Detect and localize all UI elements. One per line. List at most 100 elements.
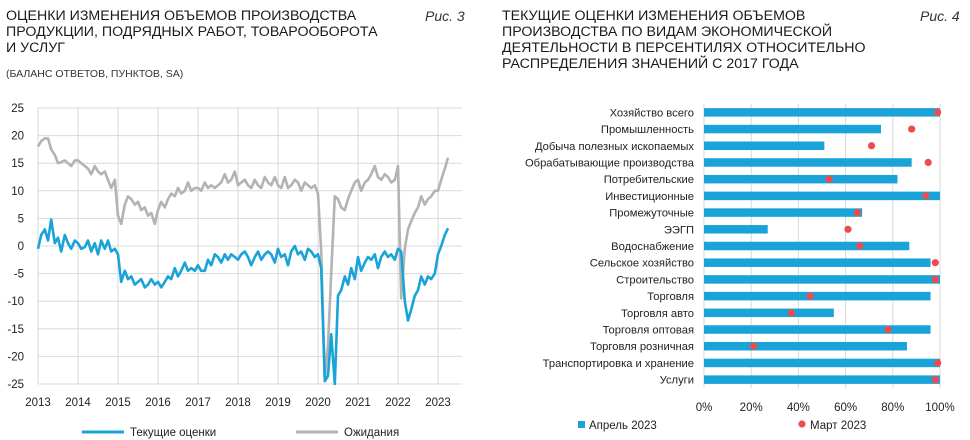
bar — [704, 341, 907, 351]
right-title-line: ТЕКУЩИЕ ОЦЕНКИ ИЗМЕНЕНИЯ ОБЪЕМОВ — [502, 8, 806, 24]
left-title-line: ПРОДУКЦИИ, ПОДРЯДНЫХ РАБОТ, ТОВАРООБОРОТ… — [6, 24, 378, 40]
x-tick-label: 80% — [881, 402, 904, 414]
x-tick-label: 0% — [696, 402, 713, 414]
y-tick-label: 20 — [11, 131, 24, 143]
dot-marker — [934, 359, 942, 367]
dot-marker — [931, 275, 939, 284]
category-label: Промышленность — [601, 124, 694, 136]
x-tick-label: 2021 — [345, 397, 371, 409]
right-title-line: ДЕЯТЕЛЬНОСТИ В ПЕРСЕНТИЛЯХ ОТНОСИТЕЛЬНО — [502, 40, 866, 56]
right-figure-label: Рис. 4 — [920, 8, 960, 24]
dot-marker — [853, 208, 861, 217]
dot-marker — [787, 309, 795, 317]
y-tick-label: -5 — [14, 269, 24, 281]
left-title-line: И УСЛУГ — [6, 40, 65, 56]
left-chart-subtitle: (БАЛАНС ОТВЕТОВ, ПУНКТОВ, SA) — [6, 68, 184, 80]
category-label: Транспортировка и хранение — [543, 358, 694, 370]
y-tick-label: 25 — [11, 103, 24, 115]
x-tick-label: 2015 — [105, 397, 131, 409]
bar-chart: 0% 20% 40% 60% 80% 100% Хозяйство всего Промышл… — [525, 104, 955, 432]
x-tick-label: 100% — [925, 402, 954, 414]
dot-marker — [844, 225, 852, 233]
dot-marker — [934, 108, 942, 116]
bar — [704, 275, 940, 284]
category-label: Промежуточные — [609, 208, 694, 220]
category-label: Торговля авто — [621, 308, 694, 320]
category-label: Строительство — [616, 274, 694, 286]
bar — [704, 191, 940, 201]
dot-marker — [806, 292, 814, 300]
bar — [704, 358, 940, 368]
category-label: Услуги — [660, 375, 694, 387]
legend-label: Текущие оценки — [130, 427, 216, 439]
y-tick-label: 15 — [11, 158, 24, 170]
dot-marker — [884, 325, 892, 334]
y-tick-label: -25 — [7, 379, 24, 391]
y-tick-label: 5 — [18, 213, 24, 225]
bar — [704, 241, 910, 251]
category-label: Торговля — [647, 291, 694, 303]
dot-marker — [867, 142, 876, 150]
x-tick-label: 2020 — [305, 397, 331, 409]
category-label: Инвестиционные — [605, 191, 694, 203]
x-tick-label: 2016 — [145, 397, 171, 409]
bar — [704, 258, 931, 267]
bar — [704, 208, 863, 217]
legend-label: Ожидания — [344, 427, 399, 439]
bar — [704, 375, 940, 384]
legend-swatch — [578, 421, 585, 428]
bar — [704, 225, 768, 234]
series-line — [36, 218, 450, 386]
dot-marker — [749, 342, 758, 350]
category-label: Хозяйство всего — [610, 107, 694, 119]
legend-swatch — [798, 420, 806, 428]
x-tick-label: 2023 — [425, 397, 451, 409]
category-label: Обрабатывающие производства — [525, 157, 695, 169]
bar — [704, 158, 912, 167]
y-tick-label: -20 — [7, 351, 24, 363]
x-tick-label: 60% — [834, 402, 857, 414]
category-label: Потребительские — [604, 174, 694, 186]
left-chart-title: ОЦЕНКИ ИЗМЕНЕНИЯ ОБЪЕМОВ ПРОИЗВОДСТВА ПР… — [6, 8, 378, 56]
category-label: Торговля розничная — [590, 341, 694, 353]
y-tick-label: -10 — [7, 296, 24, 308]
series-line — [36, 137, 450, 380]
dot-marker — [908, 125, 916, 133]
x-tick-label: 2017 — [185, 397, 211, 409]
legend-label: Апрель 2023 — [589, 420, 657, 432]
x-tick-label: 2018 — [225, 397, 251, 409]
bar — [704, 174, 898, 184]
x-tick-label: 2019 — [265, 397, 291, 409]
dot-marker — [931, 259, 939, 267]
bar — [704, 308, 834, 318]
bar — [704, 291, 931, 301]
x-tick-label: 2013 — [25, 397, 51, 409]
left-figure-label: Рис. 3 — [425, 8, 465, 24]
bar — [704, 141, 825, 151]
category-label: Торговля оптовая — [603, 325, 694, 337]
category-label: ЭЭГП — [664, 224, 694, 236]
right-title-line: ПРОИЗВОДСТВА ПО ВИДАМ ЭКОНОМИЧЕСКОЙ — [502, 24, 833, 40]
y-tick-label: -15 — [7, 324, 24, 336]
dot-marker — [856, 242, 864, 250]
x-tick-label: 2022 — [385, 397, 411, 409]
y-tick-label: 0 — [18, 241, 24, 253]
dot-marker — [931, 376, 939, 384]
x-tick-label: 2014 — [65, 397, 91, 409]
dot-marker — [825, 175, 833, 183]
left-title-line: ОЦЕНКИ ИЗМЕНЕНИЯ ОБЪЕМОВ ПРОИЗВОДСТВА — [6, 8, 357, 24]
dot-marker — [924, 158, 932, 167]
y-tick-label: 10 — [11, 186, 24, 198]
right-title-line: РАСПРЕДЕЛЕНИЯ ЗНАЧЕНИЙ С 2017 ГОДА — [502, 56, 799, 72]
category-label: Сельское хозяйство — [590, 258, 694, 270]
dot-marker — [922, 192, 930, 200]
right-chart-title: ТЕКУЩИЕ ОЦЕНКИ ИЗМЕНЕНИЯ ОБЪЕМОВ ПРОИЗВО… — [502, 8, 866, 72]
bar — [704, 325, 931, 334]
x-tick-label: 20% — [740, 402, 763, 414]
category-label: Водоснабжение — [611, 241, 694, 253]
bar — [704, 108, 940, 117]
legend-label: Март 2023 — [810, 420, 866, 432]
bar — [704, 124, 881, 134]
category-label: Добыча полезных ископаемых — [535, 141, 694, 153]
